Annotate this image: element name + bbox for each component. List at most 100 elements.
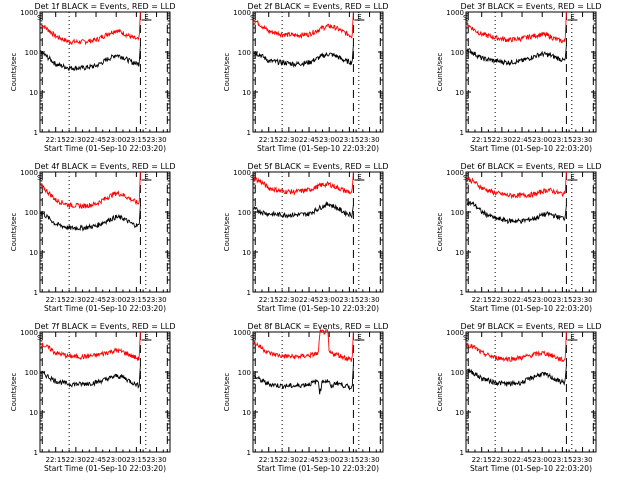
x-tick-label: 23:15 [339, 456, 359, 464]
end-marker-label: E [357, 13, 361, 21]
x-tick-label: 22:15 [472, 456, 492, 464]
lld-series-line [40, 11, 141, 46]
x-axis-label: Start Time (01-Sep-10 22:03:20) [257, 464, 379, 473]
y-tick-label: 1000 [446, 329, 464, 337]
panel-1: Det 1f BLACK = Events, RED = LLD 1 10 100 10… [10, 2, 176, 153]
x-tick-label: 23:00 [319, 136, 339, 144]
lld-series-line [253, 328, 354, 362]
start-marker-label: S [250, 14, 255, 22]
x-tick-label: 22:30 [279, 136, 299, 144]
panel-8: Det 8f BLACK = Events, RED = LLD 1 10 100 10… [223, 322, 389, 473]
x-tick-label: 23:30 [359, 296, 379, 304]
plot-frame [252, 171, 384, 293]
x-axis-label: Start Time (01-Sep-10 22:03:20) [44, 304, 166, 313]
events-series-line [253, 200, 354, 219]
x-tick-label: 23:15 [552, 456, 572, 464]
start-marker-label: S [250, 334, 255, 342]
plot-frame [252, 11, 384, 133]
plot-frame [465, 171, 597, 293]
y-tick-label: 1 [247, 129, 251, 137]
x-tick-label: 23:15 [552, 296, 572, 304]
y-tick-label: 1 [460, 289, 464, 297]
events-series-line [253, 44, 354, 68]
x-tick-label: 22:30 [279, 456, 299, 464]
start-marker-label: S [37, 334, 42, 342]
panel-title: Det 3f BLACK = Events, RED = LLD [460, 2, 601, 11]
y-tick-label: 1000 [20, 329, 38, 337]
start-marker-label: S [463, 14, 468, 22]
y-tick-label: 100 [451, 369, 464, 377]
x-tick-label: 23:30 [146, 456, 166, 464]
y-tick-label: 1 [247, 449, 251, 457]
x-tick-label: 22:30 [492, 296, 512, 304]
y-tick-label: 100 [25, 49, 38, 57]
x-tick-label: 23:30 [146, 136, 166, 144]
x-tick-label: 23:30 [359, 136, 379, 144]
end-marker-label: E [570, 333, 574, 341]
lld-series-line [253, 11, 354, 40]
panel-title: Det 7f BLACK = Events, RED = LLD [34, 322, 175, 331]
plot-frame [39, 11, 171, 133]
x-tick-label: 22:30 [66, 136, 86, 144]
x-axis-label: Start Time (01-Sep-10 22:03:20) [44, 144, 166, 153]
x-tick-label: 23:15 [552, 136, 572, 144]
start-marker-label: S [463, 334, 468, 342]
panel-title: Det 6f BLACK = Events, RED = LLD [460, 162, 601, 171]
x-tick-label: 23:15 [339, 296, 359, 304]
plot-frame [39, 171, 171, 293]
x-axis-label: Start Time (01-Sep-10 22:03:20) [470, 144, 592, 153]
panel-title: Det 4f BLACK = Events, RED = LLD [34, 162, 175, 171]
x-tick-label: 23:30 [146, 296, 166, 304]
y-tick-label: 100 [451, 209, 464, 217]
x-tick-label: 22:45 [299, 296, 319, 304]
y-tick-label: 100 [25, 369, 38, 377]
x-tick-label: 22:15 [46, 456, 66, 464]
panel-6: Det 6f BLACK = Events, RED = LLD 1 10 100 10… [436, 162, 602, 313]
x-tick-label: 22:30 [66, 296, 86, 304]
end-marker-label: E [570, 173, 574, 181]
y-tick-label: 100 [238, 209, 251, 217]
lld-series-line [466, 171, 567, 200]
panel-2: Det 2f BLACK = Events, RED = LLD 1 10 100 10… [223, 2, 389, 153]
x-tick-label: 23:15 [126, 136, 146, 144]
x-tick-label: 23:30 [572, 456, 592, 464]
y-axis-label: Counts/sec [10, 373, 18, 412]
events-series-line [40, 364, 141, 389]
y-axis-label: Counts/sec [10, 213, 18, 252]
x-axis-label: Start Time (01-Sep-10 22:03:20) [44, 464, 166, 473]
x-tick-label: 22:15 [472, 136, 492, 144]
panel-title: Det 8f BLACK = Events, RED = LLD [247, 322, 388, 331]
y-tick-label: 1 [247, 289, 251, 297]
y-axis-label: Counts/sec [10, 53, 18, 92]
panel-title: Det 9f BLACK = Events, RED = LLD [460, 322, 601, 331]
y-axis-label: Counts/sec [223, 213, 231, 252]
y-tick-label: 1 [34, 289, 38, 297]
y-tick-label: 10 [455, 409, 464, 417]
lld-series-line [40, 331, 141, 361]
lld-series-line [40, 171, 141, 210]
y-tick-label: 10 [455, 89, 464, 97]
x-tick-label: 22:45 [512, 296, 532, 304]
x-axis-label: Start Time (01-Sep-10 22:03:20) [470, 464, 592, 473]
y-tick-label: 10 [455, 249, 464, 257]
start-marker-label: S [37, 14, 42, 22]
panel-9: Det 9f BLACK = Events, RED = LLD 1 10 100 10… [436, 322, 602, 473]
x-tick-label: 23:15 [126, 456, 146, 464]
x-tick-label: 23:00 [532, 456, 552, 464]
y-tick-label: 1 [34, 449, 38, 457]
lld-series-line [253, 171, 354, 196]
end-marker-label: E [144, 173, 148, 181]
end-marker-label: E [357, 173, 361, 181]
events-series-line [466, 199, 567, 225]
start-marker-label: S [250, 174, 255, 182]
y-tick-label: 100 [451, 49, 464, 57]
y-tick-label: 1 [460, 129, 464, 137]
y-tick-label: 1000 [446, 169, 464, 177]
y-tick-label: 10 [242, 249, 251, 257]
x-tick-label: 22:30 [279, 296, 299, 304]
x-tick-label: 22:45 [512, 456, 532, 464]
plot-frame [465, 11, 597, 133]
end-marker-label: E [144, 333, 148, 341]
x-tick-label: 23:00 [532, 296, 552, 304]
